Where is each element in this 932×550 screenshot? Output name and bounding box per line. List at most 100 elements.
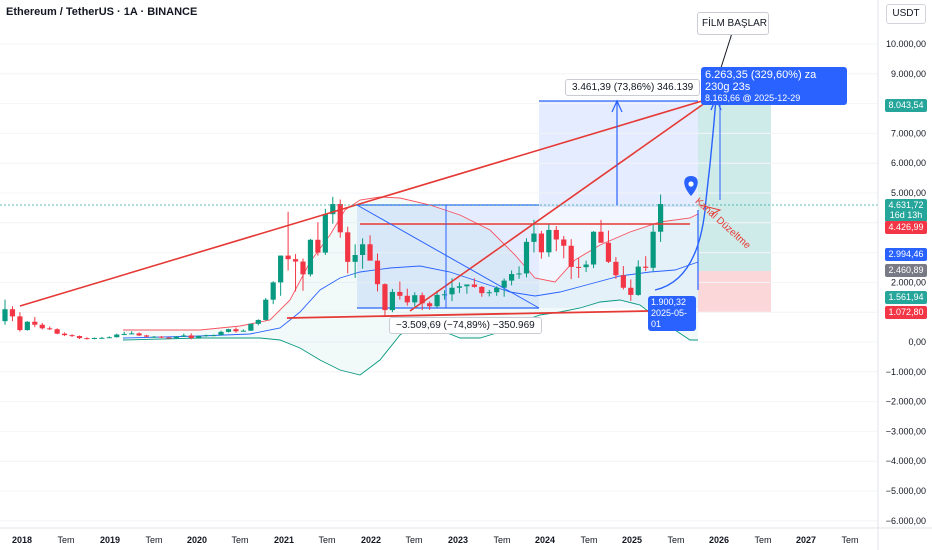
correction-arrow: [699, 204, 722, 215]
candle-body: [650, 231, 656, 268]
candle-body: [263, 299, 269, 320]
candle-body: [69, 335, 75, 337]
target-measure-label: 6.263,35 (329,60%) za 230g 23s 8.163,66 …: [701, 67, 847, 105]
candle-body: [352, 254, 358, 262]
low-price-label: 1.900,32 2025-05-01: [648, 296, 696, 331]
price-tag-2994: 2.994,46: [885, 248, 927, 261]
candle-body: [471, 284, 477, 287]
candle-body: [136, 333, 142, 336]
candle-body: [270, 282, 276, 300]
x-tick-label: Tem: [493, 535, 510, 545]
candle-body: [643, 266, 649, 268]
candle-body: [546, 229, 552, 253]
candle-body: [240, 330, 246, 332]
drawings-layer: [0, 29, 878, 319]
candle-body: [486, 292, 492, 294]
candle-body: [523, 241, 530, 274]
projection-curve: [654, 97, 717, 291]
x-tick-label: 2022: [361, 535, 381, 545]
y-tick-label: −3.000,00: [886, 426, 926, 436]
candle-body: [605, 242, 612, 262]
rise-measure-label: 3.461,39 (73,86%) 346.139: [565, 79, 701, 96]
candle-body: [516, 273, 522, 275]
candle-body: [441, 294, 448, 296]
x-tick-label: Tem: [667, 535, 684, 545]
candle-body: [494, 287, 500, 293]
candle-body: [635, 266, 641, 295]
candle-body: [54, 329, 60, 334]
price-tag-1561: 1.561,94: [885, 291, 927, 304]
candle-body: [561, 239, 567, 246]
candle-body: [188, 335, 194, 339]
candle-body: [576, 266, 582, 268]
candle-body: [538, 233, 544, 253]
x-tick-label: 2024: [535, 535, 555, 545]
candle-body: [158, 336, 165, 338]
candles-layer: [2, 194, 664, 340]
candle-body: [464, 284, 470, 287]
currency-selector[interactable]: USDT: [886, 4, 926, 24]
x-tick-label: Tem: [231, 535, 248, 545]
candle-body: [412, 295, 418, 303]
projection-rect: [539, 101, 698, 207]
y-tick-label: 7.000,00: [891, 128, 926, 138]
candle-body: [322, 214, 328, 253]
y-tick-label: −4.000,00: [886, 456, 926, 466]
x-tick-label: Tem: [580, 535, 597, 545]
candle-body: [211, 335, 217, 337]
candle-body: [196, 336, 202, 339]
x-tick-label: Tem: [57, 535, 74, 545]
x-tick-label: Tem: [405, 535, 422, 545]
candle-body: [91, 337, 97, 339]
candle-body: [568, 245, 574, 267]
drop-measure-label: −3.509,69 (−74,89%) −350.969: [389, 317, 542, 334]
candle-body: [427, 303, 433, 307]
candle-body: [583, 264, 589, 268]
x-tick-label: 2018: [12, 535, 32, 545]
x-tick-label: 2019: [100, 535, 120, 545]
candle-body: [449, 287, 455, 295]
candle-body: [47, 328, 53, 330]
projection-arrow-head: [611, 99, 623, 113]
bollinger-layer: [122, 196, 699, 376]
y-tick-label: 2.000,00: [891, 277, 926, 287]
candle-body: [531, 233, 537, 242]
candle-body: [479, 286, 485, 294]
candle-body: [389, 291, 395, 311]
bb-lower: [122, 299, 698, 376]
candle-body: [143, 335, 150, 337]
bb-basis: [122, 261, 699, 339]
candle-body: [404, 295, 410, 303]
x-tick-label: Tem: [754, 535, 771, 545]
x-tick-label: 2023: [448, 535, 468, 545]
x-tick-label: 2026: [709, 535, 729, 545]
candle-body: [233, 329, 239, 332]
grid-layer: [0, 43, 878, 522]
candle-body: [598, 231, 604, 243]
candle-body: [84, 338, 90, 340]
candle-body: [292, 259, 299, 262]
candle-body: [345, 232, 351, 262]
candle-body: [106, 337, 112, 339]
film-callout: FİLM BAŞLAR: [697, 12, 769, 35]
long-stop-zone: [698, 271, 771, 312]
long-profit-zone: [698, 105, 771, 271]
candle-body: [553, 229, 559, 240]
price-tag-4631-countdown: 16d 13h: [889, 210, 923, 220]
support-line: [286, 310, 649, 319]
candle-body: [628, 287, 634, 295]
price-tag-2460: 2.460,89: [885, 264, 927, 277]
candle-body: [509, 274, 515, 281]
candle-body: [248, 323, 254, 331]
candle-body: [367, 244, 373, 261]
low-price-date: 2025-05-01: [651, 308, 688, 329]
candle-body: [300, 261, 306, 275]
y-tick-label: 6.000,00: [891, 158, 926, 168]
candle-body: [203, 335, 209, 337]
x-tick-label: 2027: [796, 535, 816, 545]
candle-body: [590, 231, 597, 265]
price-tag-4631: 4.631,72 16d 13h: [885, 199, 927, 222]
candle-body: [99, 337, 105, 339]
candle-body: [360, 244, 366, 255]
